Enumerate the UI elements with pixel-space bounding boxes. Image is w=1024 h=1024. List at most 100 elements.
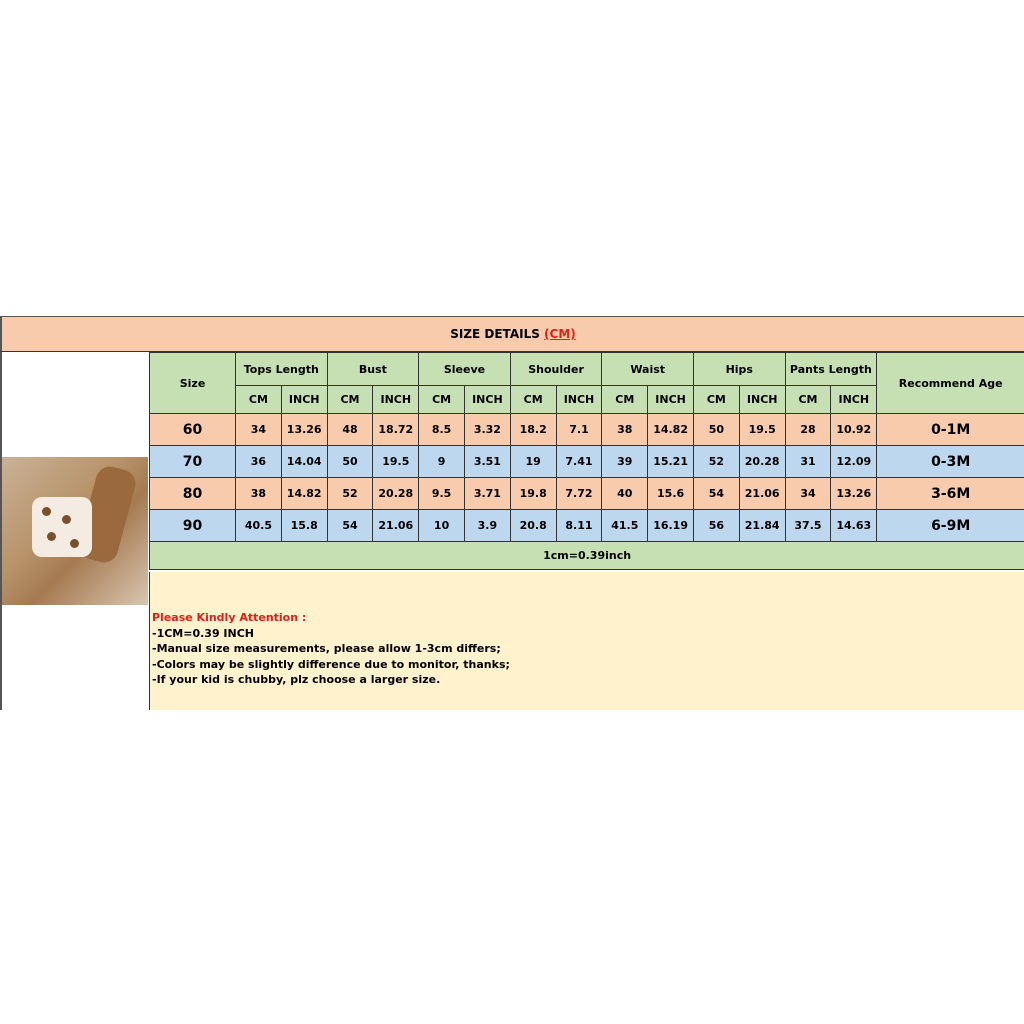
measurement-cell: 48	[326, 413, 374, 446]
measurement-cell: 19.8	[509, 477, 557, 510]
size-table: Size Tops Length Bust Sleeve Shoulder Waist Hi…	[148, 352, 1024, 570]
size-details-title: SIZE DETAILS (CM)	[0, 316, 1024, 352]
measurement-cell: 50	[692, 413, 740, 446]
subheader-cm: CM	[235, 385, 282, 414]
measurement-cell: 18.72	[372, 413, 420, 446]
table-row: 90 40.5 15.8 54 21.06 10 3.9 20.8 8.11 41.5 16.19 5…	[149, 509, 1024, 542]
measurement-cell: 10.92	[830, 413, 878, 446]
measurement-cell: 21.06	[738, 477, 786, 510]
table-row: 70 36 14.04 50 19.5 9 3.51 19 7.41 39 15.21 52 20.28…	[149, 445, 1024, 478]
measurement-cell: 52	[326, 477, 374, 510]
subheader-inch: INCH	[738, 385, 786, 414]
conversion-row: 1cm=0.39inch	[148, 541, 1024, 570]
measurement-cell: 21.06	[372, 509, 420, 542]
header-group: Tops Length	[235, 352, 328, 386]
measurement-cell: 34	[235, 413, 282, 446]
measurement-cell: 20.8	[509, 509, 557, 542]
measurement-cell: 7.72	[555, 477, 603, 510]
measurement-cell: 20.28	[738, 445, 786, 478]
attention-notes: Please Kindly Attention : -1CM=0.39 INCH…	[149, 572, 1024, 710]
measurement-cell: 18.2	[509, 413, 557, 446]
header-recommend-age: Recommend Age	[876, 352, 1024, 414]
title-text: SIZE DETAILS	[450, 327, 540, 341]
measurement-cell: 52	[692, 445, 740, 478]
subheader-inch: INCH	[647, 385, 694, 414]
measurement-cell: 38	[235, 477, 282, 510]
age-cell: 0-1M	[876, 413, 1024, 446]
measurement-cell: 14.63	[830, 509, 878, 542]
title-unit: (CM)	[544, 327, 576, 341]
measurement-cell: 54	[326, 509, 374, 542]
measurement-cell: 3.32	[463, 413, 511, 446]
measurement-cell: 41.5	[601, 509, 649, 542]
measurement-cell: 14.82	[647, 413, 694, 446]
measurement-cell: 15.8	[280, 509, 328, 542]
product-photo	[2, 457, 148, 605]
header-size: Size	[149, 352, 236, 414]
size-cell: 80	[149, 477, 236, 510]
subheader-row: CM INCH CM INCH CM INCH CM INCH CM INCH CM INCH CM IN…	[150, 385, 1024, 414]
measurement-cell: 20.28	[372, 477, 420, 510]
header-group: Pants Length	[784, 352, 878, 386]
measurement-cell: 40.5	[235, 509, 282, 542]
measurement-cell: 54	[692, 477, 740, 510]
measurement-cell: 7.1	[555, 413, 603, 446]
subheader-inch: INCH	[463, 385, 511, 414]
header-group: Sleeve	[418, 352, 511, 386]
subheader-inch: INCH	[555, 385, 603, 414]
measurement-cell: 15.6	[647, 477, 694, 510]
measurement-cell: 7.41	[555, 445, 603, 478]
measurement-cell: 50	[326, 445, 374, 478]
measurement-cell: 19.5	[738, 413, 786, 446]
measurement-cell: 13.26	[280, 413, 328, 446]
size-cell: 70	[149, 445, 236, 478]
size-cell: 90	[149, 509, 236, 542]
header-row: Size Tops Length Bust Sleeve Shoulder Waist Hi…	[149, 352, 1024, 414]
measurement-cell: 3.9	[463, 509, 511, 542]
attention-line: -Colors may be slightly difference due t…	[152, 657, 510, 671]
measurement-cell: 8.5	[418, 413, 465, 446]
subheader-cm: CM	[784, 385, 832, 414]
measurement-cell: 31	[784, 445, 832, 478]
subheader-inch: INCH	[830, 385, 878, 414]
measurement-cell: 37.5	[784, 509, 832, 542]
measurement-cell: 3.51	[463, 445, 511, 478]
header-group: Hips	[692, 352, 786, 386]
subheader-cm: CM	[601, 385, 649, 414]
attention-line: -Manual size measurements, please allow …	[152, 642, 501, 655]
measurement-cell: 3.71	[463, 477, 511, 510]
measurement-cell: 19.5	[372, 445, 420, 478]
header-group: Bust	[326, 352, 420, 386]
measurement-cell: 40	[601, 477, 649, 510]
size-cell: 60	[149, 413, 236, 446]
measurement-cell: 9	[418, 445, 465, 478]
conversion-note: 1cm=0.39inch	[148, 541, 1024, 570]
header-group: Waist	[601, 352, 694, 386]
measurement-cell: 39	[601, 445, 649, 478]
measurement-cell: 14.82	[280, 477, 328, 510]
measurement-cell: 16.19	[647, 509, 694, 542]
measurement-cell: 56	[692, 509, 740, 542]
measurement-cell: 34	[784, 477, 832, 510]
subheader-cm: CM	[509, 385, 557, 414]
measurement-cell: 36	[235, 445, 282, 478]
subheader-inch: INCH	[280, 385, 328, 414]
measurement-cell: 28	[784, 413, 832, 446]
measurement-cell: 8.11	[555, 509, 603, 542]
subheader-inch: INCH	[372, 385, 420, 414]
header-group: Shoulder	[509, 352, 603, 386]
measurement-cell: 38	[601, 413, 649, 446]
subheader-cm: CM	[418, 385, 465, 414]
age-cell: 6-9M	[876, 509, 1024, 542]
measurement-cell: 14.04	[280, 445, 328, 478]
table-row: 80 38 14.82 52 20.28 9.5 3.71 19.8 7.72 40 15.6 54 2…	[149, 477, 1024, 510]
measurement-cell: 10	[418, 509, 465, 542]
measurement-cell: 9.5	[418, 477, 465, 510]
measurement-cell: 12.09	[830, 445, 878, 478]
measurement-cell: 13.26	[830, 477, 878, 510]
measurement-cell: 15.21	[647, 445, 694, 478]
attention-heading: Please Kindly Attention :	[152, 611, 307, 624]
attention-line: -1CM=0.39 INCH	[152, 626, 255, 640]
subheader-cm: CM	[692, 385, 740, 414]
age-cell: 3-6M	[876, 477, 1024, 510]
